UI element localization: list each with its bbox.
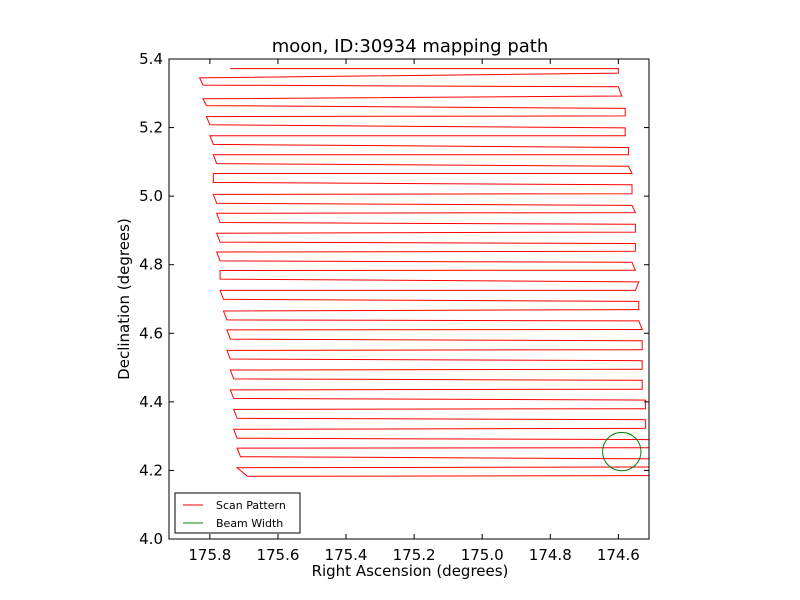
plot-frame [168,58,650,540]
legend-label-beam-width: Beam Width [216,517,283,530]
y-tick-label: 4.0 [139,530,163,548]
y-tick-label: 4.8 [139,256,163,274]
legend-label-scan-pattern: Scan Pattern [216,499,286,512]
scan-pattern-line [198,68,649,477]
plot-content [198,68,649,477]
x-tick-label: 175.8 [188,546,231,564]
x-tick-label: 174.6 [597,546,640,564]
x-tick-label: 174.8 [529,546,572,564]
y-tick-label: 4.2 [139,461,163,479]
x-tick-label: 175.0 [461,546,504,564]
x-tick-label: 175.4 [325,546,368,564]
x-axis-label: Right Ascension (degrees) [312,562,509,580]
legend: Scan Pattern Beam Width [174,492,301,534]
y-tick-label: 5.4 [139,50,163,68]
x-tick-label: 175.2 [393,546,436,564]
y-tick-label: 4.4 [139,393,163,411]
legend-box [174,492,301,534]
y-axis-label: Declination (degrees) [115,218,133,380]
chart-title: moon, ID:30934 mapping path [272,36,549,57]
x-axis: 175.8 175.6 175.4 175.2 175.0 174.8 174.6 [188,59,640,564]
x-tick-label: 175.6 [256,546,299,564]
beam-width-circle [602,431,642,472]
y-tick-label: 4.6 [139,324,163,342]
y-axis: 4.0 4.2 4.4 4.6 4.8 5.0 5.2 5.4 [139,50,649,548]
y-tick-label: 5.2 [139,119,163,137]
y-tick-label: 5.0 [139,187,163,205]
